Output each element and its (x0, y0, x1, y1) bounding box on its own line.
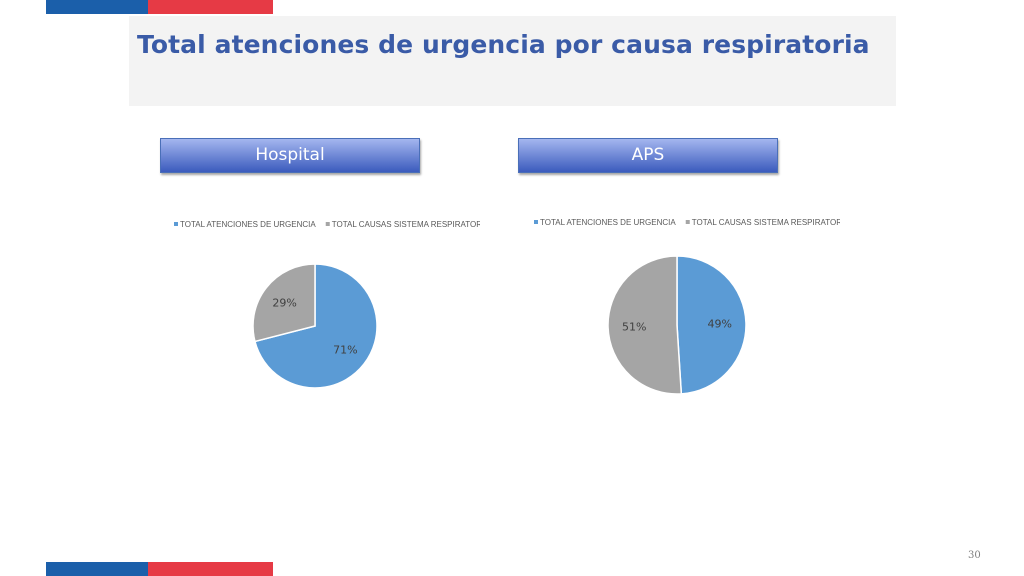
aps-pie-chart: TOTAL ATENCIONES DE URGENCIA TOTAL CAUSAS… (534, 218, 840, 395)
legend-entry: TOTAL ATENCIONES DE URGENCIA (180, 220, 316, 229)
hospital-pie-chart: TOTAL ATENCIONES DE URGENCIA TOTAL CAUSAS… (174, 220, 480, 389)
legend-entry: TOTAL ATENCIONES DE URGENCIA (540, 218, 676, 227)
slice-label: 71% (333, 344, 357, 357)
brand-bar-red-bottom (148, 562, 273, 576)
slide-title: Total atenciones de urgencia por causa r… (137, 30, 870, 59)
legend-swatch (534, 220, 538, 224)
aps-section-button[interactable]: APS (518, 138, 778, 173)
legend-entry: TOTAL CAUSAS SISTEMA RESPIRATORIO (332, 220, 480, 229)
pie-slice (252, 263, 316, 343)
hospital-section-button[interactable]: Hospital (160, 138, 420, 173)
pie-slice (607, 255, 683, 395)
legend-entry: TOTAL CAUSAS SISTEMA RESPIRATORIO (692, 218, 840, 227)
pie-slice (676, 255, 747, 395)
legend-swatch (325, 222, 330, 226)
brand-bar-blue-bottom (46, 562, 148, 576)
legend-swatch (174, 222, 178, 226)
slice-label: 49% (708, 318, 732, 331)
title-panel (129, 16, 896, 106)
pie-slice (254, 263, 378, 389)
page-number: 30 (968, 550, 981, 561)
brand-bar-blue-top (46, 0, 148, 14)
slice-label: 51% (622, 320, 646, 333)
brand-bar-red-top (148, 0, 273, 14)
legend-swatch (685, 220, 690, 224)
slice-label: 29% (272, 296, 296, 309)
